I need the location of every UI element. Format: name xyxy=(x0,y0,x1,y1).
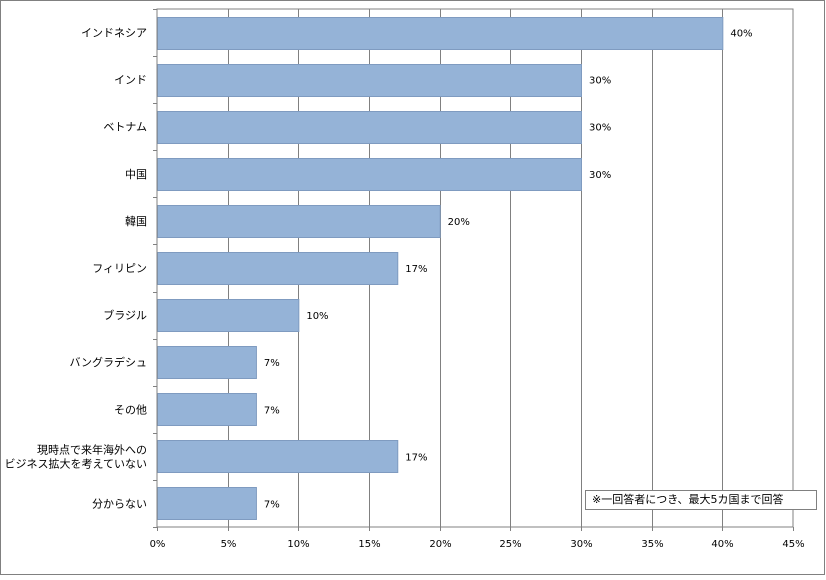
data-label: 10% xyxy=(306,311,328,322)
category-label: 韓国 xyxy=(125,215,147,228)
data-label: 30% xyxy=(589,123,611,134)
x-tick-label: 5% xyxy=(221,539,237,550)
bar xyxy=(157,64,582,97)
data-label: 7% xyxy=(264,499,280,510)
category-label: ビジネス拡大を考えていない xyxy=(5,456,147,470)
data-label: 7% xyxy=(264,358,280,369)
bar xyxy=(157,205,441,238)
bar xyxy=(157,252,399,285)
category-label: バングラデシュ xyxy=(69,355,147,369)
data-label: 7% xyxy=(264,405,280,416)
x-tick-label: 35% xyxy=(641,539,663,550)
category-label: フィリピン xyxy=(92,262,147,275)
x-tick-label: 10% xyxy=(287,539,309,550)
bars xyxy=(157,17,724,520)
data-label: 17% xyxy=(405,264,427,275)
x-tick-label: 15% xyxy=(358,539,380,550)
data-label: 30% xyxy=(589,76,611,87)
data-label: 20% xyxy=(448,217,470,228)
bar xyxy=(157,299,300,332)
x-tick-label: 40% xyxy=(711,539,733,550)
category-label: その他 xyxy=(114,403,147,416)
bar xyxy=(157,17,724,50)
plot-area xyxy=(156,8,794,528)
bar xyxy=(157,393,257,426)
axes xyxy=(153,8,794,531)
data-label: 17% xyxy=(405,452,427,463)
bar xyxy=(157,346,257,379)
bar xyxy=(157,158,582,191)
data-label: 40% xyxy=(730,29,752,40)
bar xyxy=(157,440,399,473)
category-label: 現時点で来年海外への xyxy=(37,442,147,456)
bar xyxy=(157,111,582,144)
bar xyxy=(157,487,257,520)
x-tick-label: 25% xyxy=(499,539,521,550)
category-label: インドネシア xyxy=(81,27,147,40)
x-tick-label: 0% xyxy=(150,539,166,550)
chart-note: ※一回答者につき、最大5カ国まで回答 xyxy=(585,490,817,510)
data-label: 30% xyxy=(589,170,611,181)
category-label: ベトナム xyxy=(103,121,147,134)
x-tick-label: 45% xyxy=(782,539,804,550)
category-label: 中国 xyxy=(125,168,147,181)
category-label: 分からない xyxy=(92,497,147,510)
category-label: ブラジル xyxy=(103,308,147,322)
labels: 0% 5% 10% 15% 20% 25% 30% 35% 40% 45% 40% インドネシア 30%… xyxy=(5,27,805,550)
category-label: インド xyxy=(114,74,147,87)
x-tick-label: 30% xyxy=(570,539,592,550)
x-tick-label: 20% xyxy=(429,539,451,550)
